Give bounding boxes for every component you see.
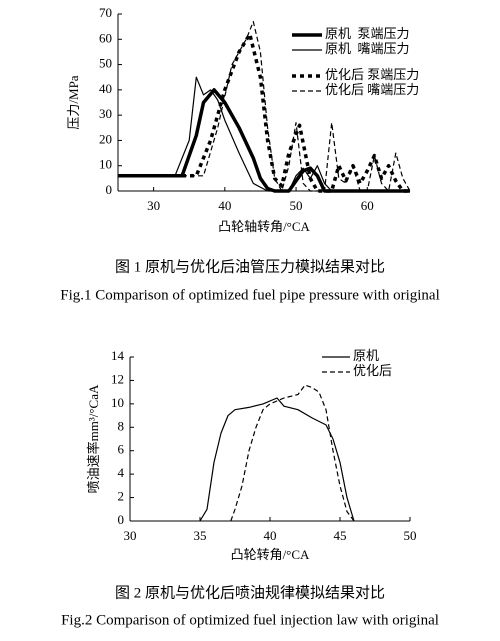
y-tick-label: 0	[118, 512, 125, 527]
legend-label: 原机 嘴端压力	[325, 41, 410, 56]
legend-label: 原机 泵端压力	[325, 26, 410, 41]
y-tick-label: 70	[99, 5, 112, 20]
x-tick-label: 60	[361, 198, 374, 213]
x-tick-label: 40	[264, 528, 277, 543]
caption-zh: 图 2 原机与优化后喷油规律模拟结果对比	[115, 584, 385, 601]
x-axis-label: 凸轮转角/°CA	[231, 547, 310, 562]
series-line	[230, 384, 355, 522]
y-tick-label: 60	[99, 30, 112, 45]
y-tick-label: 10	[111, 395, 124, 410]
series-line	[118, 76, 410, 192]
y-tick-label: 10	[99, 157, 112, 172]
caption-zh: 图 1 原机与优化后油管压力模拟结果对比	[115, 258, 385, 275]
series-line	[118, 32, 410, 193]
caption-en: Fig.2 Comparison of optimized fuel injec…	[61, 612, 439, 628]
y-tick-label: 2	[118, 489, 125, 504]
y-tick-label: 6	[118, 442, 125, 457]
caption-en: Fig.1 Comparison of optimized fuel pipe …	[60, 287, 440, 303]
legend-label: 优化后	[353, 363, 392, 378]
legend-label: 优化后 泵端压力	[325, 67, 419, 82]
y-tick-label: 0	[106, 182, 113, 197]
series-line	[118, 21, 411, 192]
series-line	[199, 397, 355, 522]
y-tick-label: 50	[99, 56, 112, 71]
x-tick-label: 50	[290, 198, 303, 213]
x-tick-label: 30	[147, 198, 160, 213]
legend-label: 原机	[353, 348, 379, 363]
x-tick-label: 30	[124, 528, 137, 543]
x-tick-label: 40	[218, 198, 231, 213]
x-tick-label: 45	[334, 528, 347, 543]
y-tick-label: 20	[99, 131, 112, 146]
x-tick-label: 50	[404, 528, 417, 543]
y-axis-label: 喷油速率mm³/°CaA	[86, 384, 101, 493]
series-line	[118, 88, 410, 193]
x-axis-label: 凸轮轴转角/°CA	[218, 219, 310, 234]
y-tick-label: 40	[99, 81, 112, 96]
x-tick-label: 35	[194, 528, 207, 543]
y-tick-label: 8	[118, 418, 125, 433]
y-tick-label: 4	[118, 465, 125, 480]
y-axis-label: 压力/MPa	[66, 75, 81, 129]
y-tick-label: 14	[111, 348, 125, 363]
legend-label: 优化后 嘴端压力	[325, 82, 419, 97]
y-tick-label: 30	[99, 106, 112, 121]
y-tick-label: 12	[111, 371, 124, 386]
